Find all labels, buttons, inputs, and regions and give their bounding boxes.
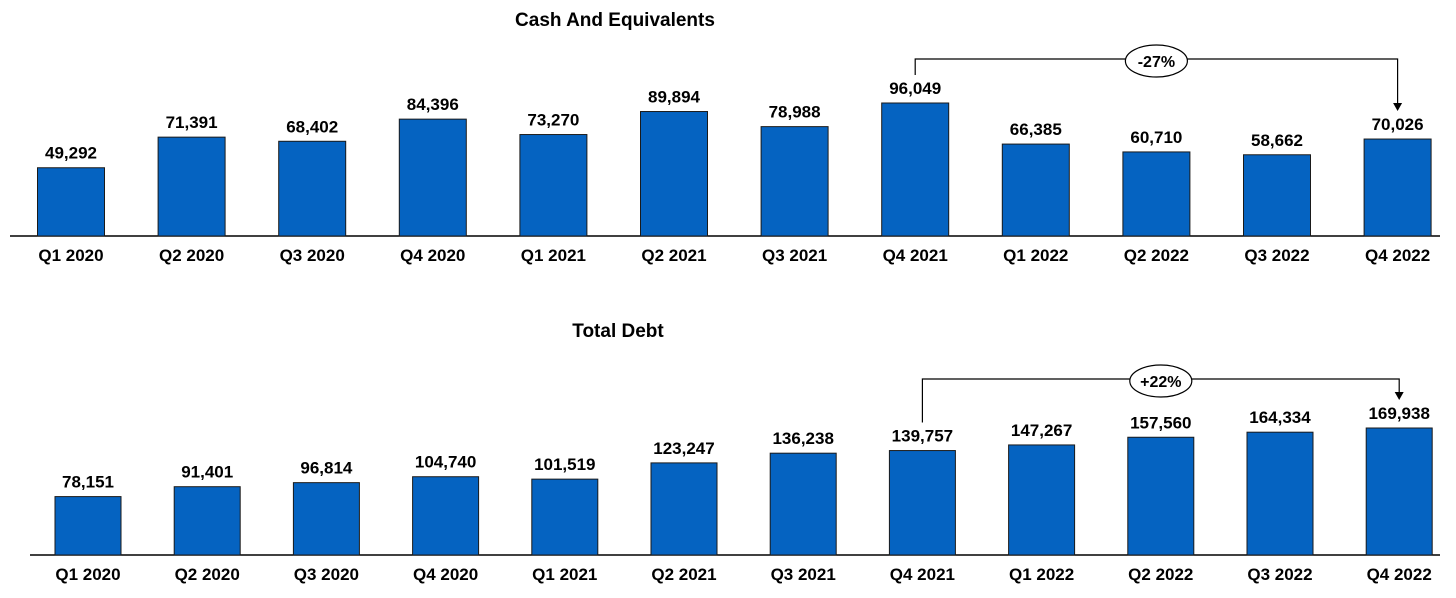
data-label: 71,391	[166, 113, 218, 132]
arrow-down-icon	[1393, 103, 1403, 112]
x-tick-label: Q3 2022	[1247, 565, 1312, 584]
cash-and-equivalents-chart: Cash And Equivalents 49,292 Q1 2020 71,391…	[10, 10, 1440, 265]
change-percent-label: +22%	[1140, 374, 1181, 391]
data-label: 96,049	[889, 79, 941, 98]
data-label: 84,396	[407, 95, 459, 114]
chart-title: Cash And Equivalents	[515, 10, 715, 31]
x-tick-label: Q2 2020	[175, 565, 240, 584]
bar-q3-2020	[278, 140, 347, 237]
x-tick-label: Q4 2021	[890, 565, 955, 584]
bar-q2-2022	[1127, 436, 1195, 556]
x-tick-label: Q4 2022	[1365, 246, 1430, 265]
bar-q4-2020	[412, 476, 480, 556]
data-label: 66,385	[1010, 120, 1062, 139]
data-label: 96,814	[300, 459, 353, 478]
bar-q2-2020	[173, 486, 241, 556]
x-tick-label: Q4 2020	[413, 565, 478, 584]
data-label: 49,292	[45, 144, 97, 163]
x-tick-label: Q2 2022	[1124, 246, 1189, 265]
x-tick-label: Q2 2022	[1128, 565, 1193, 584]
data-label: 89,894	[648, 88, 701, 107]
data-label: 91,401	[181, 463, 233, 482]
data-label: 104,740	[415, 453, 476, 472]
data-label: 73,270	[527, 111, 579, 130]
data-label: 139,757	[892, 427, 953, 446]
bar-q3-2022	[1243, 154, 1311, 237]
bar-q3-2022	[1246, 431, 1314, 556]
x-tick-label: Q1 2021	[532, 565, 597, 584]
x-tick-label: Q2 2021	[641, 246, 706, 265]
data-label: 70,026	[1372, 115, 1424, 134]
x-tick-label: Q3 2021	[771, 565, 836, 584]
x-tick-label: Q1 2020	[55, 565, 120, 584]
data-label: 58,662	[1251, 131, 1303, 150]
bar-q4-2022	[1365, 427, 1433, 556]
data-label: 101,519	[534, 455, 595, 474]
x-tick-label: Q4 2020	[400, 246, 465, 265]
x-tick-label: Q3 2021	[762, 246, 827, 265]
x-tick-label: Q3 2020	[294, 565, 359, 584]
data-label: 157,560	[1130, 413, 1191, 432]
bar-q1-2020	[54, 496, 122, 556]
bar-q2-2022	[1122, 151, 1191, 237]
change-percent-label: -27%	[1138, 54, 1175, 71]
change-badge	[1124, 44, 1189, 78]
total-debt-chart: Total Debt 78,151 Q1 2020 91,401 Q2 2020 96,…	[30, 321, 1440, 584]
data-label: 123,247	[653, 439, 714, 458]
data-label: 78,151	[62, 473, 114, 492]
bar-q1-2021	[519, 134, 588, 237]
data-label: 147,267	[1011, 421, 1072, 440]
change-badge	[1129, 364, 1193, 398]
chart-title: Total Debt	[572, 321, 664, 342]
bar-q1-2022	[1001, 143, 1070, 237]
bar-q4-2021	[888, 450, 956, 556]
x-tick-label: Q1 2020	[38, 246, 103, 265]
x-tick-label: Q4 2021	[883, 246, 948, 265]
x-tick-label: Q1 2022	[1009, 565, 1074, 584]
x-tick-label: Q2 2020	[159, 246, 224, 265]
data-label: 169,938	[1368, 404, 1429, 423]
arrow-down-icon	[1394, 392, 1404, 400]
x-tick-label: Q1 2022	[1003, 246, 1068, 265]
x-tick-label: Q4 2022	[1367, 565, 1432, 584]
bar-q4-2020	[398, 118, 467, 237]
bar-q3-2021	[769, 452, 837, 556]
bar-q1-2021	[531, 478, 599, 556]
x-tick-label: Q2 2021	[651, 565, 716, 584]
bar-q2-2021	[640, 111, 708, 237]
bar-q3-2021	[760, 126, 829, 237]
data-label: 60,710	[1130, 128, 1182, 147]
bar-q3-2020	[292, 482, 360, 556]
data-label: 68,402	[286, 117, 338, 136]
bar-q4-2021	[881, 102, 950, 237]
x-tick-label: Q3 2022	[1244, 246, 1309, 265]
data-label: 136,238	[772, 429, 833, 448]
bar-q1-2020	[37, 167, 105, 237]
bar-q2-2020	[157, 136, 226, 237]
bar-q1-2022	[1008, 444, 1076, 556]
data-label: 78,988	[769, 103, 821, 122]
x-tick-label: Q1 2021	[521, 246, 586, 265]
bar-q4-2022	[1363, 138, 1432, 237]
bar-q2-2021	[650, 462, 718, 556]
data-label: 164,334	[1249, 408, 1311, 427]
x-tick-label: Q3 2020	[280, 246, 345, 265]
